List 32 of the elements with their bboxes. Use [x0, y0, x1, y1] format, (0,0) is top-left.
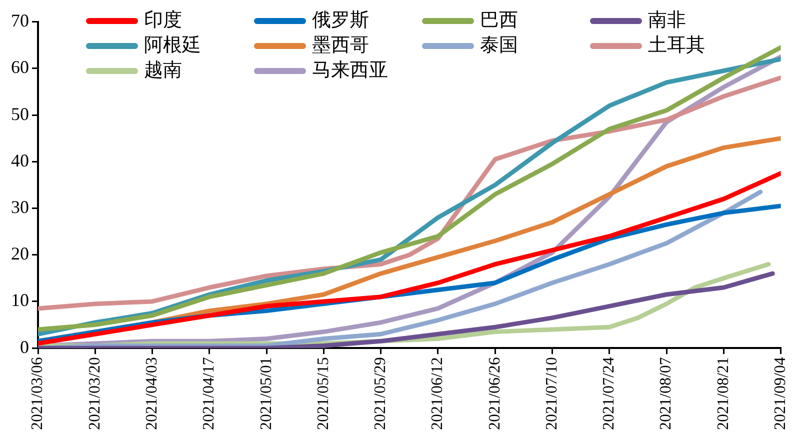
x-tick-label: 2021/05/01: [258, 357, 275, 430]
legend-label: 俄罗斯: [312, 9, 369, 33]
legend-label: 土耳其: [648, 34, 705, 58]
legend-label: 南非: [648, 9, 686, 33]
y-tick-label: 20: [11, 244, 29, 264]
x-tick-label: 2021/08/07: [658, 357, 675, 430]
y-tick-label: 10: [11, 290, 29, 310]
legend-label: 印度: [144, 9, 182, 33]
x-tick-label: 2021/06/26: [486, 357, 504, 430]
legend-label: 马来西亚: [312, 59, 388, 83]
x-tick-label: 2021/08/21: [714, 357, 732, 430]
legend-label: 巴西: [480, 9, 518, 33]
x-tick-label: 2021/03/06: [29, 357, 46, 430]
legend-label: 泰国: [480, 34, 518, 58]
x-tick-label: 2021/04/03: [143, 357, 160, 430]
x-tick-label: 2021/09/04: [772, 357, 790, 430]
y-tick-label: 40: [11, 150, 29, 170]
legend-label: 墨西哥: [312, 34, 369, 58]
x-tick-label: 2021/04/17: [200, 357, 218, 430]
y-tick-label: 50: [11, 104, 29, 124]
x-tick-label: 2021/07/24: [600, 357, 618, 430]
legend-label: 越南: [144, 59, 182, 83]
y-tick-label: 60: [11, 57, 29, 78]
x-tick-label: 2021/03/20: [86, 357, 104, 430]
x-tick-label: 2021/05/29: [372, 357, 390, 430]
legend-label: 阿根廷: [144, 34, 201, 58]
x-tick-label: 2021/07/10: [543, 357, 560, 430]
y-tick-label: 70: [11, 10, 29, 31]
x-tick-label: 2021/05/15: [314, 357, 332, 430]
y-tick-label: 30: [11, 196, 29, 217]
x-tick-label: 2021/06/12: [429, 357, 446, 430]
y-tick-label: 0: [20, 336, 29, 357]
